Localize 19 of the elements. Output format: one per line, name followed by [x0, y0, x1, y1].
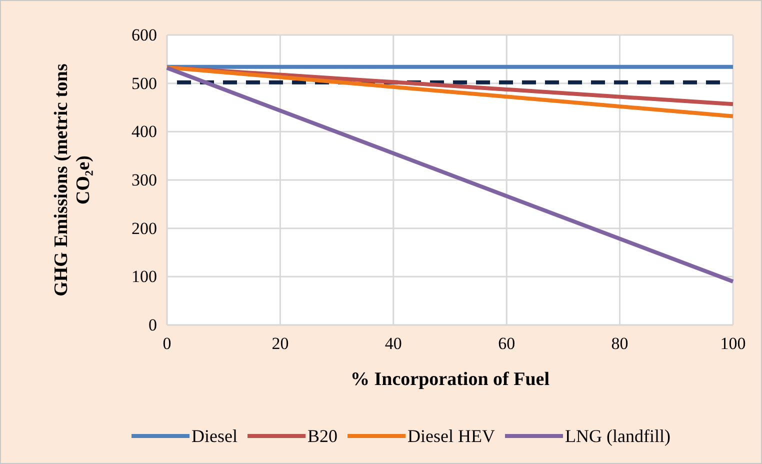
y-tick-label: 200: [132, 218, 157, 238]
y-tick-label: 100: [132, 267, 157, 286]
y-tick-label: 0: [148, 315, 157, 334]
x-axis-title: % Incorporation of Fuel: [350, 369, 550, 390]
y-tick-label: 400: [132, 122, 157, 142]
y-tick-label: 300: [132, 170, 157, 190]
legend-label: LNG (landfill): [565, 426, 670, 446]
x-tick-label: 80: [611, 334, 628, 354]
x-tick-label: 40: [384, 334, 402, 354]
x-tick-label: 0: [162, 334, 172, 354]
x-tick-label: 20: [272, 334, 289, 354]
legend-label: Diesel: [192, 426, 238, 446]
y-axis-title: GHG Emissions (metric tons CO₂e): [51, 64, 94, 296]
y-tick-label: 600: [132, 25, 157, 44]
x-tick-label: 60: [498, 334, 516, 354]
y-tick-label: 500: [132, 74, 157, 93]
x-tick-label: 100: [720, 334, 746, 354]
legend-label: Diesel HEV: [408, 426, 496, 446]
legend-label: B20: [308, 426, 338, 446]
